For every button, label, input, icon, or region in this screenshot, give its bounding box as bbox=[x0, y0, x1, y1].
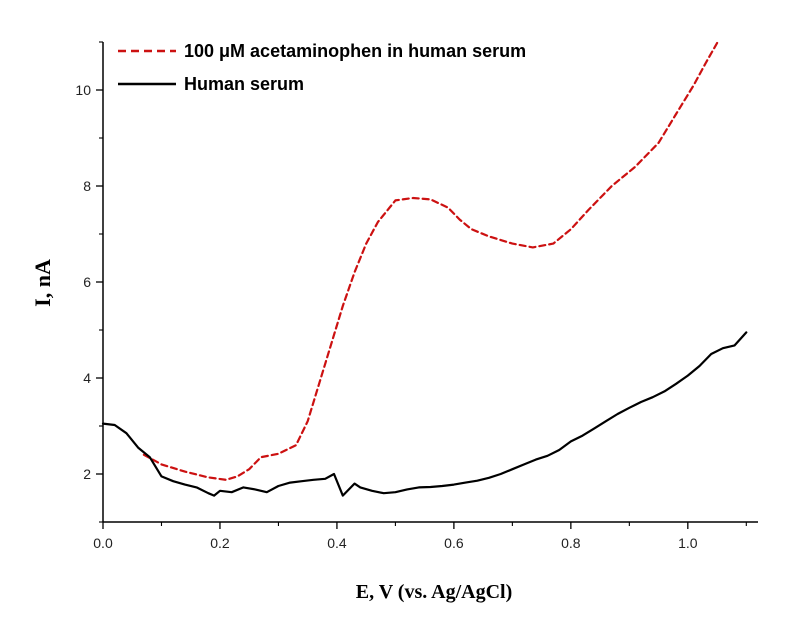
y-tick-label: 8 bbox=[83, 178, 91, 194]
y-tick-label: 2 bbox=[83, 466, 91, 482]
series-line-acetaminophen bbox=[142, 41, 719, 481]
x-tick-label: 0.4 bbox=[327, 535, 347, 551]
x-axis-title: E, V (vs. Ag/AgCl) bbox=[356, 581, 513, 603]
plot-area: 0.0 0.2 0.4 0.6 0.8 1.0 2 4 6 8 10 bbox=[75, 41, 758, 551]
y-tick-label: 10 bbox=[75, 82, 91, 98]
x-tick-label: 0.2 bbox=[210, 535, 230, 551]
legend-label-acetaminophen: 100 μM acetaminophen in human serum bbox=[184, 41, 526, 61]
legend-label-human-serum: Human serum bbox=[184, 74, 304, 94]
x-tick-label: 0.8 bbox=[561, 535, 581, 551]
series-line-human-serum bbox=[101, 331, 748, 497]
y-tick-label: 6 bbox=[83, 274, 91, 290]
ticks-layer: 0.0 0.2 0.4 0.6 0.8 1.0 2 4 6 8 10 bbox=[75, 41, 747, 551]
axes-layer bbox=[102, 42, 758, 523]
x-tick-label: 0.0 bbox=[93, 535, 113, 551]
legend: 100 μM acetaminophen in human serum Huma… bbox=[118, 41, 526, 94]
y-axis-title: I, nA bbox=[30, 259, 55, 307]
series-layer bbox=[101, 41, 748, 497]
y-tick-label: 4 bbox=[83, 370, 91, 386]
x-tick-label: 1.0 bbox=[678, 535, 698, 551]
x-tick-label: 0.6 bbox=[444, 535, 464, 551]
